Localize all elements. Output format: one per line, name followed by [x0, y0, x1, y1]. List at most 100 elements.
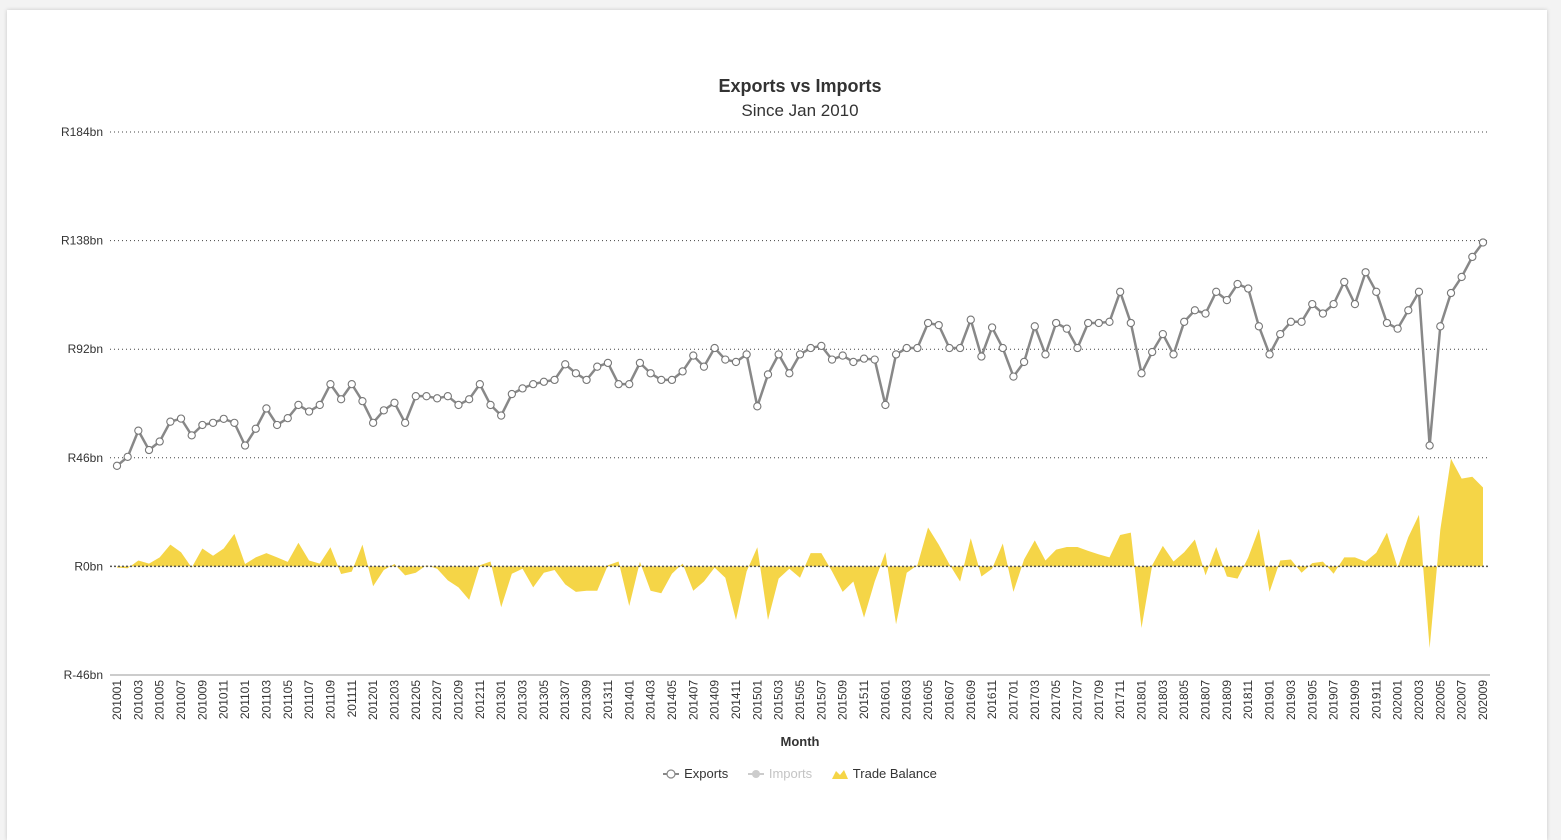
exports-point: [1148, 347, 1157, 357]
exports-point: [1137, 369, 1146, 378]
x-tick-label: 201305: [537, 680, 551, 720]
exports-point: [998, 343, 1007, 353]
exports-point: [1382, 318, 1392, 328]
x-tick-label: 201503: [772, 680, 786, 720]
exports-point: [208, 418, 218, 428]
x-tick-label: 201207: [430, 680, 444, 720]
x-tick-label: 202007: [1455, 680, 1469, 720]
exports-point: [1062, 324, 1071, 333]
exports-point: [411, 392, 420, 401]
x-tick-label: 201301: [494, 680, 508, 720]
exports-point: [614, 379, 623, 389]
exports-point: [1041, 350, 1050, 359]
exports-point: [678, 367, 687, 376]
x-tick-label: 201209: [452, 680, 466, 720]
exports-point: [827, 355, 837, 364]
y-axis-tick-labels: R184bn R138bn R92bn R46bn R0bn R-46bn: [61, 125, 103, 682]
exports-point: [315, 400, 324, 410]
legend-item-exports[interactable]: Exports: [663, 766, 728, 781]
exports-point: [230, 418, 239, 428]
x-tick-label: 201011: [217, 680, 231, 719]
y-tick-label: R0bn: [74, 559, 103, 573]
exports-point: [635, 358, 645, 368]
exports-point: [1233, 279, 1242, 289]
exports-point: [475, 379, 484, 389]
exports-point: [1457, 272, 1466, 282]
x-tick-label: 201201: [366, 680, 380, 720]
exports-point: [902, 343, 911, 353]
x-tick-label: 201211: [473, 680, 487, 719]
exports-point: [1340, 277, 1349, 287]
exports-point: [283, 413, 292, 423]
exports-point: [859, 354, 869, 363]
exports-point: [1265, 350, 1274, 359]
y-tick-label: R138bn: [61, 234, 103, 248]
legend-imports-symbol: [747, 769, 764, 778]
x-tick-label: 201103: [259, 680, 273, 719]
exports-point: [219, 414, 228, 423]
x-tick-label: 201809: [1220, 680, 1234, 720]
legend-imports-label: Imports: [768, 766, 813, 781]
exports-point: [731, 357, 741, 367]
x-tick-label: 201807: [1199, 680, 1213, 720]
x-tick-label: 201701: [1006, 680, 1020, 720]
exports-point: [774, 350, 783, 359]
exports-point: [358, 396, 367, 406]
exports-point: [262, 404, 271, 413]
exports-point: [795, 350, 805, 359]
y-tick-label: R92bn: [68, 342, 103, 356]
exports-point: [1190, 306, 1200, 315]
exports-point: [1212, 287, 1221, 296]
exports-point: [1094, 318, 1103, 328]
exports-point: [1158, 329, 1167, 339]
exports-point: [1051, 318, 1061, 328]
chart-title: Exports vs Imports: [718, 76, 882, 96]
exports-point: [454, 400, 463, 410]
exports-point: [571, 369, 581, 378]
exports-point: [710, 343, 719, 353]
x-tick-label: 201509: [836, 680, 850, 720]
x-tick-label: 201001: [110, 680, 124, 720]
exports-point: [294, 400, 303, 410]
exports-point: [1478, 238, 1488, 247]
x-tick-label: 201003: [131, 680, 145, 720]
exports-point: [1276, 329, 1285, 339]
grid-lines: [110, 131, 1490, 567]
x-tick-label: 201409: [708, 680, 722, 720]
x-tick-label: 201705: [1049, 680, 1063, 720]
exports-point: [625, 379, 634, 389]
x-tick-label: 201303: [516, 680, 530, 720]
chart-card: [7, 10, 1547, 840]
legend-item-trade-balance[interactable]: Trade Balance: [831, 766, 937, 781]
y-tick-label: R-46bn: [64, 668, 103, 682]
exports-point: [507, 389, 517, 399]
exports-point: [1222, 295, 1232, 305]
x-tick-label: 201811: [1241, 680, 1255, 719]
exports-point: [689, 351, 698, 360]
legend-item-imports[interactable]: Imports: [747, 766, 813, 781]
exports-point: [1126, 318, 1135, 328]
exports-point: [1318, 309, 1328, 318]
x-tick-label: 201801: [1135, 680, 1149, 720]
x-axis-label: Month: [781, 734, 820, 749]
legend-trade-balance-symbol: [831, 769, 848, 779]
x-tick-label: 201511: [857, 680, 871, 719]
exports-point: [155, 437, 164, 446]
x-tick-label: 201903: [1284, 680, 1298, 720]
exports-point: [593, 362, 602, 371]
x-tick-label: 201401: [622, 680, 636, 720]
x-tick-label: 201005: [153, 680, 167, 720]
exports-point: [1009, 372, 1018, 381]
exports-point: [977, 352, 986, 361]
legend-exports-label: Exports: [684, 766, 729, 781]
x-tick-label: 201111: [345, 680, 359, 718]
trade-balance-area-shape: [117, 458, 1483, 649]
exports-point: [198, 420, 207, 430]
exports-point: [1116, 287, 1125, 296]
exports-point: [561, 360, 570, 369]
exports-point: [1169, 350, 1178, 359]
exports-point: [1372, 287, 1381, 296]
exports-point: [539, 377, 549, 386]
exports-point: [699, 362, 709, 371]
